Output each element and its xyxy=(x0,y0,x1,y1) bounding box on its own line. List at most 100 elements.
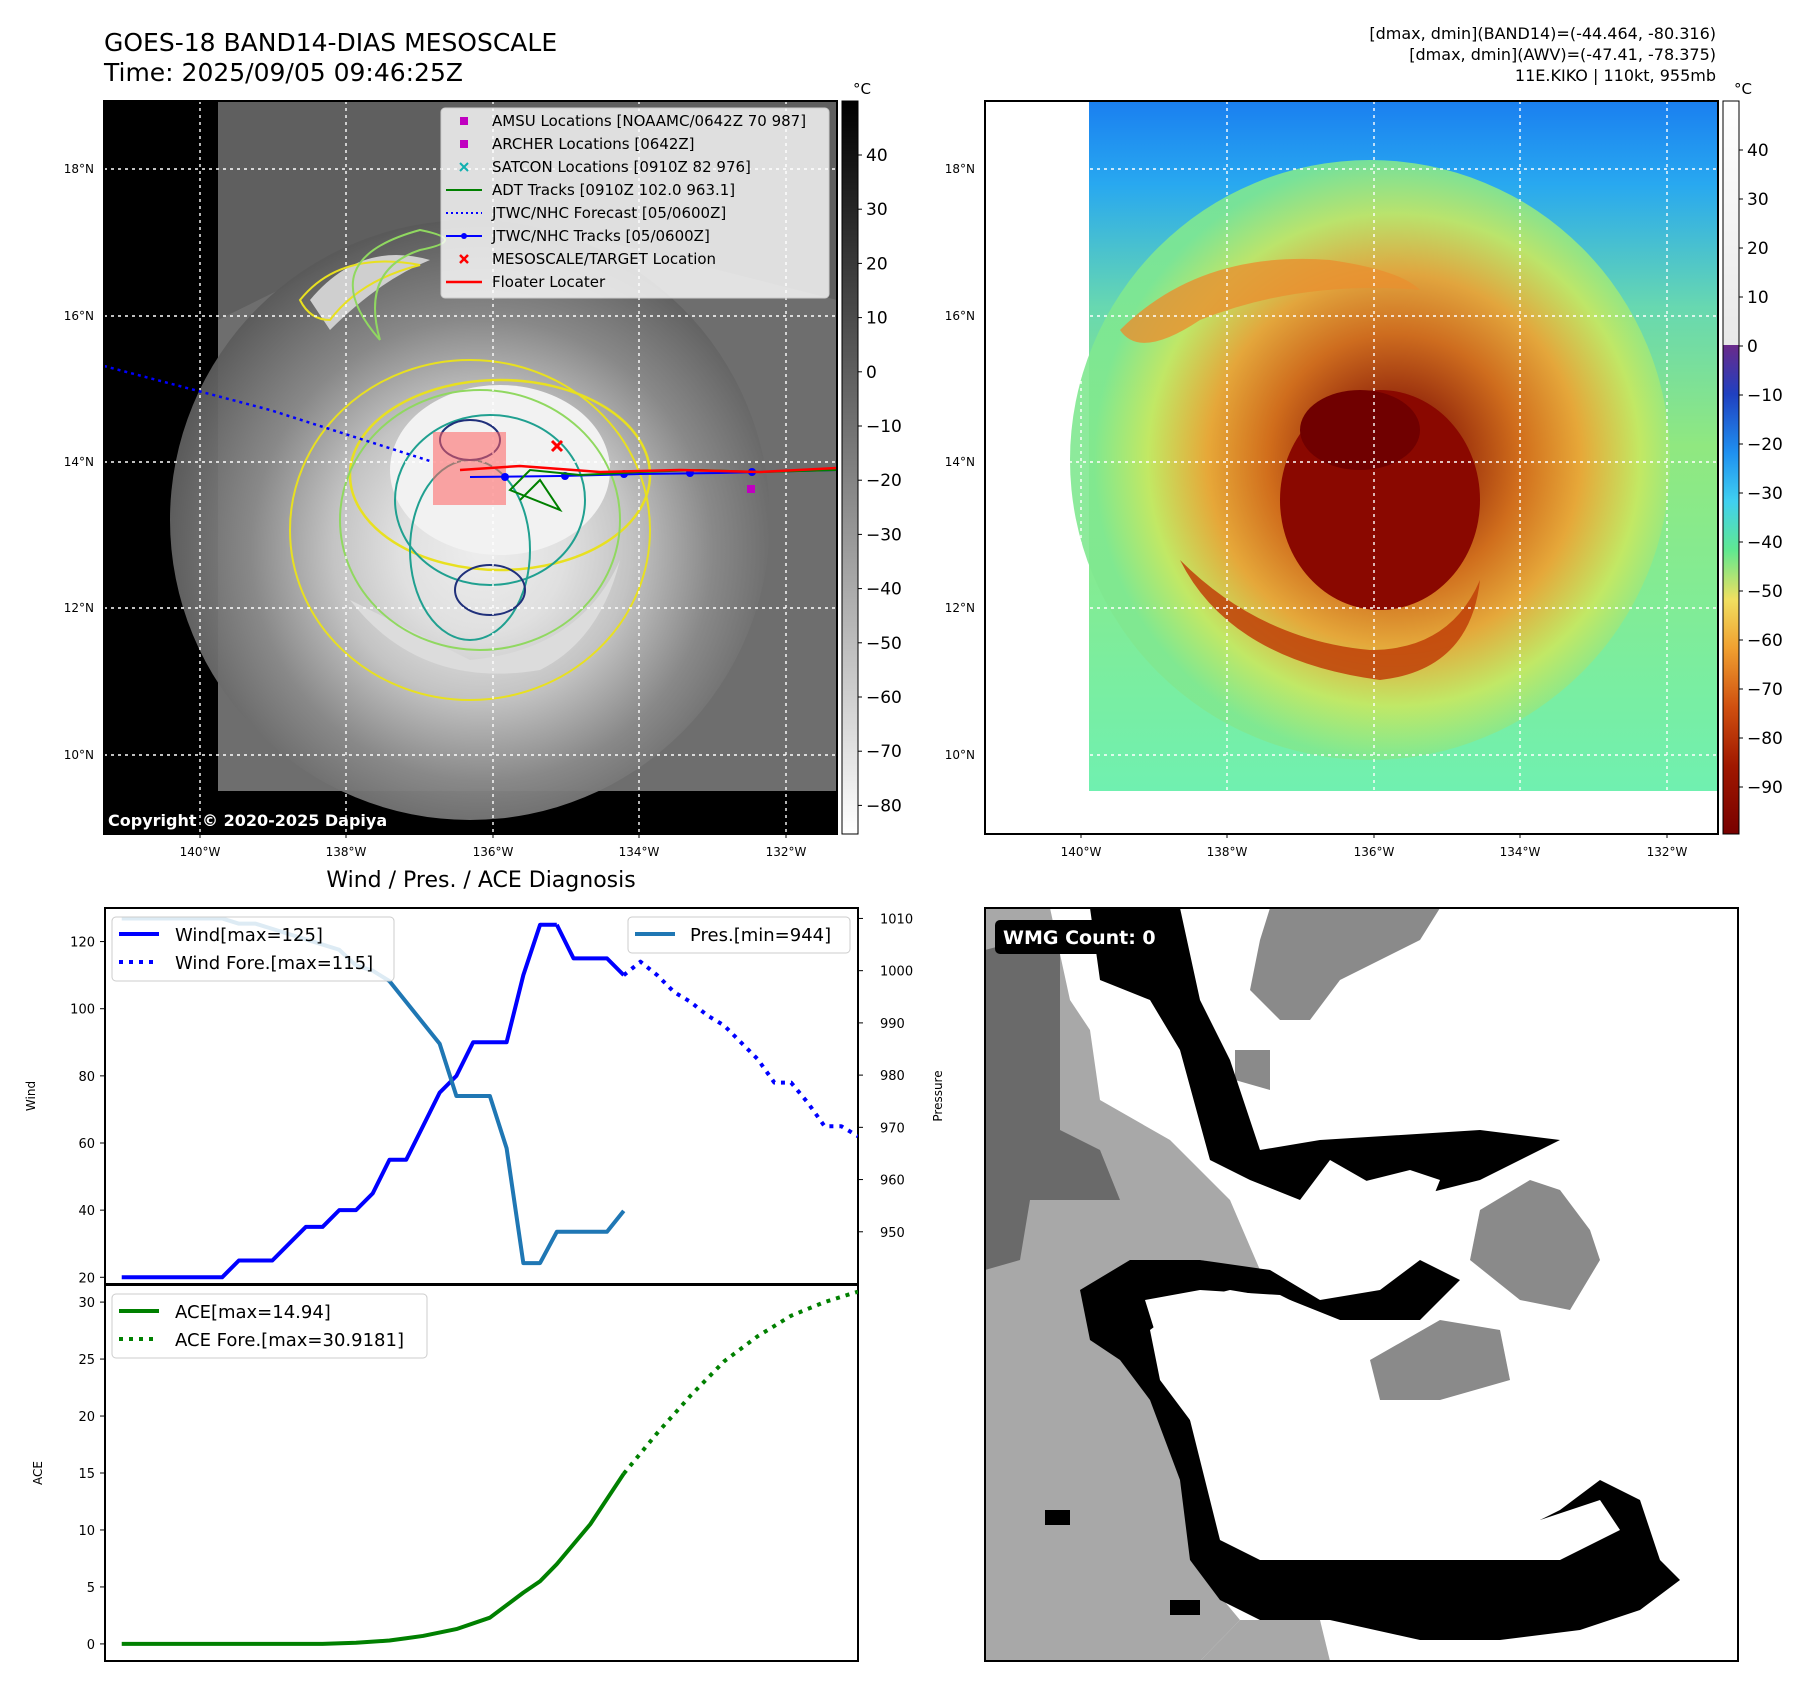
wind-y-tick: 80 xyxy=(78,1070,95,1085)
ace-y-tick: 25 xyxy=(78,1353,95,1368)
wmg-count-label: WMG Count: 0 xyxy=(1003,927,1156,949)
lat-label: 10°N xyxy=(64,748,94,762)
pressure-legend: Pres.[min=944] xyxy=(627,916,851,954)
colorbar-left-tick: −60 xyxy=(866,688,902,708)
pressure-y-label: Pressure xyxy=(931,1070,945,1121)
ace-y-label: ACE xyxy=(31,1461,45,1485)
pressure-y-tick: 950 xyxy=(880,1226,905,1241)
title-line-2: Time: 2025/09/05 09:46:25Z xyxy=(103,58,463,87)
wind-legend-label: Wind[max=125] xyxy=(175,925,323,946)
colorbar-left-tick: −20 xyxy=(866,471,902,491)
colorbar-left-tick: 40 xyxy=(866,146,888,166)
pressure-y-tick: 970 xyxy=(880,1121,905,1136)
lon-label: 138°W xyxy=(1207,845,1248,859)
ace-y-tick: 20 xyxy=(78,1410,95,1425)
wind-y-tick: 20 xyxy=(78,1271,95,1286)
colorbar-left-tick: −30 xyxy=(866,525,902,545)
wind-y-tick: 100 xyxy=(70,1003,95,1018)
colorbar-right-tick: 30 xyxy=(1747,190,1769,210)
pressure-legend-label: Pres.[min=944] xyxy=(690,925,831,946)
lon-label: 134°W xyxy=(619,845,660,859)
chart-title: Wind / Pres. / ACE Diagnosis xyxy=(326,868,635,893)
colorbar-left-tick: 0 xyxy=(866,363,877,383)
ace-y-tick: 15 xyxy=(78,1467,95,1482)
lat-label: 18°N xyxy=(945,162,975,176)
legend-label: Floater Locater xyxy=(492,273,606,291)
lat-label: 14°N xyxy=(945,455,975,469)
colorbar-left-tick: 10 xyxy=(866,309,888,329)
lat-label: 16°N xyxy=(64,309,94,323)
lon-label: 132°W xyxy=(1647,845,1688,859)
wind-pressure-chart: 20 40 60 80 100 120 950 960 970 980 990 1000 1010 Win… xyxy=(24,907,945,1286)
ace-legend-label: ACE Fore.[max=30.9181] xyxy=(175,1330,404,1351)
colorbar-right-tick: 40 xyxy=(1747,141,1769,161)
colorbar-right-tick: 10 xyxy=(1747,288,1769,308)
lon-label: 138°W xyxy=(326,845,367,859)
legend-label: SATCON Locations [0910Z 82 976] xyxy=(492,158,751,176)
ace-y-tick: 0 xyxy=(87,1638,95,1653)
colorbar-right-tick: −30 xyxy=(1747,484,1783,504)
wind-y-tick: 120 xyxy=(70,936,95,951)
lat-label: 18°N xyxy=(64,162,94,176)
ir-map-frame xyxy=(103,100,838,835)
colorbar-right-tick: 0 xyxy=(1747,337,1758,357)
wind-y-tick: 60 xyxy=(78,1137,95,1152)
colorbar-right-tick: −70 xyxy=(1747,680,1783,700)
copyright-text: Copyright © 2020-2025 Dapiya xyxy=(108,811,387,830)
ace-legend-label: ACE[max=14.94] xyxy=(175,1302,331,1323)
info-line-1: [dmax, dmin](BAND14)=(-44.464, -80.316) xyxy=(1369,24,1716,43)
legend-label: JTWC/NHC Forecast [05/0600Z] xyxy=(491,204,726,222)
wv-map-frame xyxy=(984,100,1719,835)
map-legend: AMSU Locations [NOAAMC/0642Z 70 987] ARCH… xyxy=(440,107,830,299)
wind-forecast-line xyxy=(622,959,858,1138)
lon-label: 132°W xyxy=(766,845,807,859)
lat-label: 16°N xyxy=(945,309,975,323)
pressure-y-tick: 1010 xyxy=(880,912,913,927)
legend-label: MESOSCALE/TARGET Location xyxy=(492,250,716,268)
colorbar-left: °C 40 30 20 10 0 −10 −20 −30 −40 −50 −60 −70 −80 xyxy=(841,80,902,835)
colorbar-right-tick: −60 xyxy=(1747,631,1783,651)
colorbar-right-unit: °C xyxy=(1734,80,1752,98)
wv-axis-labels: 18°N 16°N 14°N 12°N 10°N 140°W 138°W 136°W 134°W… xyxy=(945,162,1688,859)
pressure-y-tick: 1000 xyxy=(880,965,913,980)
ace-y-tick: 10 xyxy=(78,1524,95,1539)
legend-label: ARCHER Locations [0642Z] xyxy=(492,135,695,153)
colorbar-left-tick: −70 xyxy=(866,742,902,762)
info-line-2: [dmax, dmin](AWV)=(-47.41, -78.375) xyxy=(1409,45,1716,64)
colorbar-left-tick: −40 xyxy=(866,580,902,600)
wind-legend: Wind[max=125] Wind Fore.[max=115] xyxy=(111,916,395,982)
lat-label: 12°N xyxy=(945,601,975,615)
colorbar-right-tick: 20 xyxy=(1747,239,1769,259)
legend-label: AMSU Locations [NOAAMC/0642Z 70 987] xyxy=(492,112,806,130)
wind-line xyxy=(121,922,557,1280)
wind-y-tick: 40 xyxy=(78,1204,95,1219)
colorbar-right-tick: −40 xyxy=(1747,533,1783,553)
wv-satellite-panel xyxy=(985,101,1718,834)
wind-y-label: Wind xyxy=(24,1081,38,1111)
lon-label: 136°W xyxy=(1354,845,1395,859)
wind-legend-label: Wind Fore.[max=115] xyxy=(175,953,373,974)
colorbar-left-tick: −50 xyxy=(866,634,902,654)
ace-chart: 0 5 10 15 20 25 30 ACE ACE[max=14.94] ACE Fore.[m… xyxy=(31,1284,859,1662)
colorbar-right-tick: −80 xyxy=(1747,729,1783,749)
ace-line xyxy=(121,1472,626,1646)
lat-label: 14°N xyxy=(64,455,94,469)
info-line-3: 11E.KIKO | 110kt, 955mb xyxy=(1515,66,1716,85)
legend-label: ADT Tracks [0910Z 102.0 963.1] xyxy=(492,181,735,199)
ace-y-tick: 30 xyxy=(78,1296,95,1311)
lon-label: 134°W xyxy=(1500,845,1541,859)
title-line-1: GOES-18 BAND14-DIAS MESOSCALE xyxy=(104,28,557,57)
lat-label: 10°N xyxy=(945,748,975,762)
ace-y-tick: 5 xyxy=(87,1581,95,1596)
lon-label: 140°W xyxy=(1061,845,1102,859)
ace-legend: ACE[max=14.94] ACE Fore.[max=30.9181] xyxy=(111,1293,428,1359)
pressure-y-tick: 960 xyxy=(880,1174,905,1189)
ir-axis-labels: 18°N 16°N 14°N 12°N 10°N 140°W 138°W 136°W 134°W… xyxy=(64,162,807,859)
wind-line xyxy=(555,923,626,977)
ace-forecast-line xyxy=(622,1289,858,1475)
wmg-panel: WMG Count: 0 xyxy=(984,907,1739,1662)
pressure-y-tick: 980 xyxy=(880,1069,905,1084)
colorbar-left-tick: 20 xyxy=(866,254,888,274)
colorbar-right-tick: −50 xyxy=(1747,582,1783,602)
